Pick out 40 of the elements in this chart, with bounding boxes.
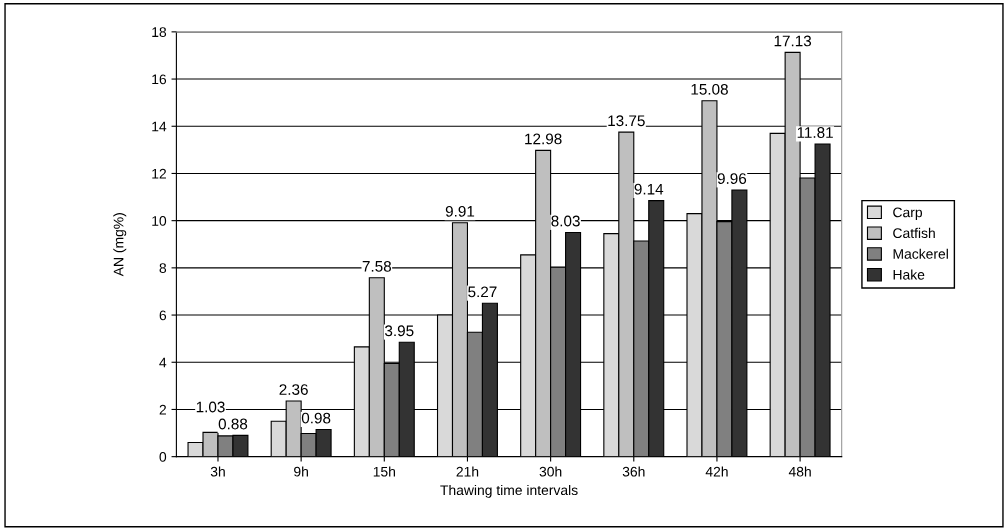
data-label: 0.88 (218, 418, 248, 430)
data-label: 15.08 (691, 83, 728, 95)
x-tick-label: 30h (539, 466, 562, 477)
y-tick-label: 14 (152, 121, 167, 132)
y-tick-label: 10 (152, 215, 167, 226)
data-label: 13.75 (608, 115, 645, 127)
data-label: 3.95 (384, 325, 414, 337)
data-label: 11.81 (797, 127, 833, 138)
data-label: 12.98 (525, 133, 562, 145)
x-tick-label: 42h (705, 466, 728, 477)
y-tick-label: 12 (152, 168, 166, 179)
data-label: 9.14 (634, 183, 664, 195)
y-tick-label: 4 (159, 357, 167, 368)
data-label: 0.98 (301, 412, 331, 424)
data-label: 9.96 (717, 173, 747, 184)
x-axis-title: Thawing time intervals (440, 484, 578, 498)
data-label: 5.27 (468, 286, 497, 298)
y-tick-label: 18 (152, 27, 167, 38)
legend-label: Catfish (893, 227, 935, 239)
y-tick-label: 0 (159, 451, 167, 462)
legend-label: Mackerel (893, 248, 948, 259)
data-label: 9.91 (445, 205, 475, 217)
legend-label: Hake (893, 269, 925, 280)
data-label: 1.03 (196, 401, 225, 413)
y-tick-label: 2 (159, 404, 166, 415)
y-axis-title: AN (mg%) (113, 213, 127, 277)
x-tick-label: 36h (622, 466, 645, 477)
x-tick-label: 15h (373, 466, 395, 477)
y-tick-label: 6 (159, 310, 167, 321)
x-tick-label: 9h (294, 466, 308, 477)
data-label: 2.36 (279, 384, 308, 395)
data-label: 7.58 (362, 260, 392, 272)
y-tick-label: 16 (152, 74, 167, 85)
x-tick-label: 3h (210, 466, 225, 477)
x-tick-label: 21h (456, 466, 479, 477)
legend-label: Carp (893, 207, 923, 220)
x-tick-label: 48h (788, 466, 811, 477)
data-label: 8.03 (551, 215, 580, 227)
y-tick-label: 8 (159, 263, 167, 274)
data-label: 17.13 (774, 35, 812, 47)
